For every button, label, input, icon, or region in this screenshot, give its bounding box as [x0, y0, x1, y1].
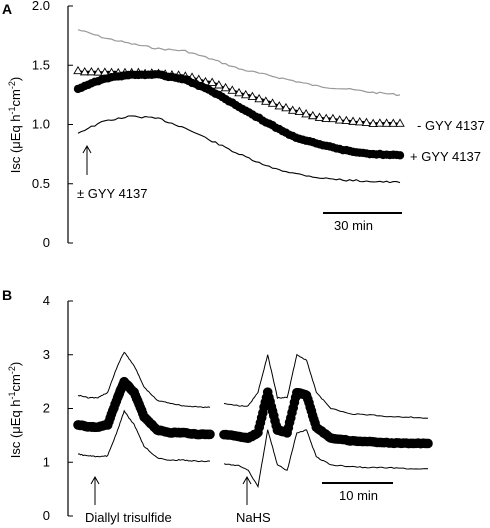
panel-a-triangle-point	[214, 80, 224, 89]
panel-a-plus-label: + GYY 4137	[410, 149, 481, 164]
panel-a-triangle-point	[227, 85, 238, 94]
panel-a-y-tick-label: 1.0	[32, 117, 50, 132]
panel-a-triangle-point	[361, 117, 372, 127]
panel-b-scalebar-label: 10 min	[339, 488, 378, 503]
panel-b-series	[73, 351, 433, 489]
panel-a-triangle-point	[301, 109, 311, 118]
panel-b-second-label: NaHS	[236, 510, 271, 525]
panel-a-scalebar-label: 30 min	[334, 218, 373, 233]
panel-b-segment-1-lower-sd	[77, 409, 211, 463]
panel-a-y-ticks: 0 0.5 1.0 1.5 2.0	[32, 0, 73, 250]
panel-b-segment-2-mean-point	[423, 438, 433, 449]
panel-a-triangle-point	[274, 101, 285, 110]
panel-a-triangle-point	[388, 118, 399, 127]
panel-a-series	[73, 29, 405, 184]
panel-a-triangle-point	[79, 66, 90, 76]
panel-a-triangle-point	[354, 117, 365, 126]
panel-a-triangle-point	[395, 118, 405, 127]
panel-a-label: A	[2, 1, 12, 17]
panel-a-triangle-point	[234, 87, 244, 97]
panel-a-triangle-point	[254, 93, 264, 103]
panel-b-y-tick-label: 1	[43, 454, 50, 469]
panel-a-triangle-point	[294, 106, 305, 115]
panel-b-segment-2-upper-sd	[223, 353, 429, 419]
panel-a-triangle-point	[281, 102, 291, 112]
panel-a-y-axis-label: Isc (μEq h-1cm-2)	[7, 77, 23, 174]
panel-a-triangle-point	[240, 89, 251, 99]
panel-a-y-tick-label: 2.0	[32, 0, 50, 13]
panel-a-minus-label: - GYY 4137	[417, 118, 485, 133]
panel-b-segment-1-upper-sd	[77, 351, 211, 409]
panel-a-triangle-point	[375, 118, 385, 127]
panel-a-y-tick-label: 0.5	[32, 176, 50, 191]
panel-b-segment-1-mean-point	[205, 429, 215, 440]
panel-b-y-tick-label: 0	[43, 508, 50, 523]
panel-a-y-tick-label: 0	[43, 235, 50, 250]
panel-a-lower-sd-line	[77, 115, 401, 184]
panel-b-first-label: Diallyl trisulfide	[85, 510, 172, 525]
panel-a-triangle-point	[86, 66, 97, 76]
panel-a-triangle-point	[220, 82, 231, 92]
panel-a-triangle-point	[341, 115, 352, 125]
panel-a-triangle-point	[73, 65, 83, 75]
panel-b-segment-2-lower-sd	[223, 429, 429, 489]
panel-a-triangle-point	[287, 105, 298, 114]
panel-a-triangle-point	[308, 110, 318, 120]
panel-a-triangle-point	[348, 116, 358, 125]
panel-a-triangle-point	[321, 113, 331, 123]
panel-b-y-ticks: 0 1 2 3 4	[43, 293, 73, 523]
panel-b-y-axis-label: Isc (μEq h-1cm-2)	[7, 362, 23, 459]
panel-a: A 0 0.5 1.0 1.5 2.0 Isc (μEq h-1cm-2) ± GYY …	[2, 0, 485, 250]
panel-a-triangle-point	[261, 96, 271, 105]
panel-b-label: B	[2, 287, 12, 303]
panel-b-arrowhead-1	[90, 475, 100, 485]
panel-a-triangle-point	[247, 91, 258, 100]
panel-a-triangle-point	[334, 115, 345, 124]
panel-a-triangle-point	[267, 98, 278, 107]
panel-a-triangle-point	[314, 112, 325, 121]
panel-a-triangle-point	[381, 118, 392, 127]
panel-b-y-tick-label: 4	[43, 293, 50, 308]
panel-a-y-tick-label: 1.5	[32, 57, 50, 72]
panel-a-upper-sd-line	[77, 29, 401, 97]
panel-b-arrowhead-2	[242, 475, 252, 485]
panel-a-circle-point	[395, 151, 405, 160]
panel-a-triangle-point	[368, 118, 378, 128]
panel-b-y-tick-label: 2	[43, 401, 50, 416]
panel-a-triangle-point	[207, 77, 217, 86]
panel-b-y-tick-label: 3	[43, 347, 50, 362]
panel-a-triangle-point	[93, 67, 103, 76]
panel-a-triangle-point	[328, 113, 338, 123]
panel-a-arrowhead	[82, 144, 92, 154]
panel-b: B 0 1 2 3 4 Isc (μEq h-1cm-2) Diallyl trisul…	[2, 287, 433, 525]
panel-a-treatment-label: ± GYY 4137	[77, 186, 148, 201]
